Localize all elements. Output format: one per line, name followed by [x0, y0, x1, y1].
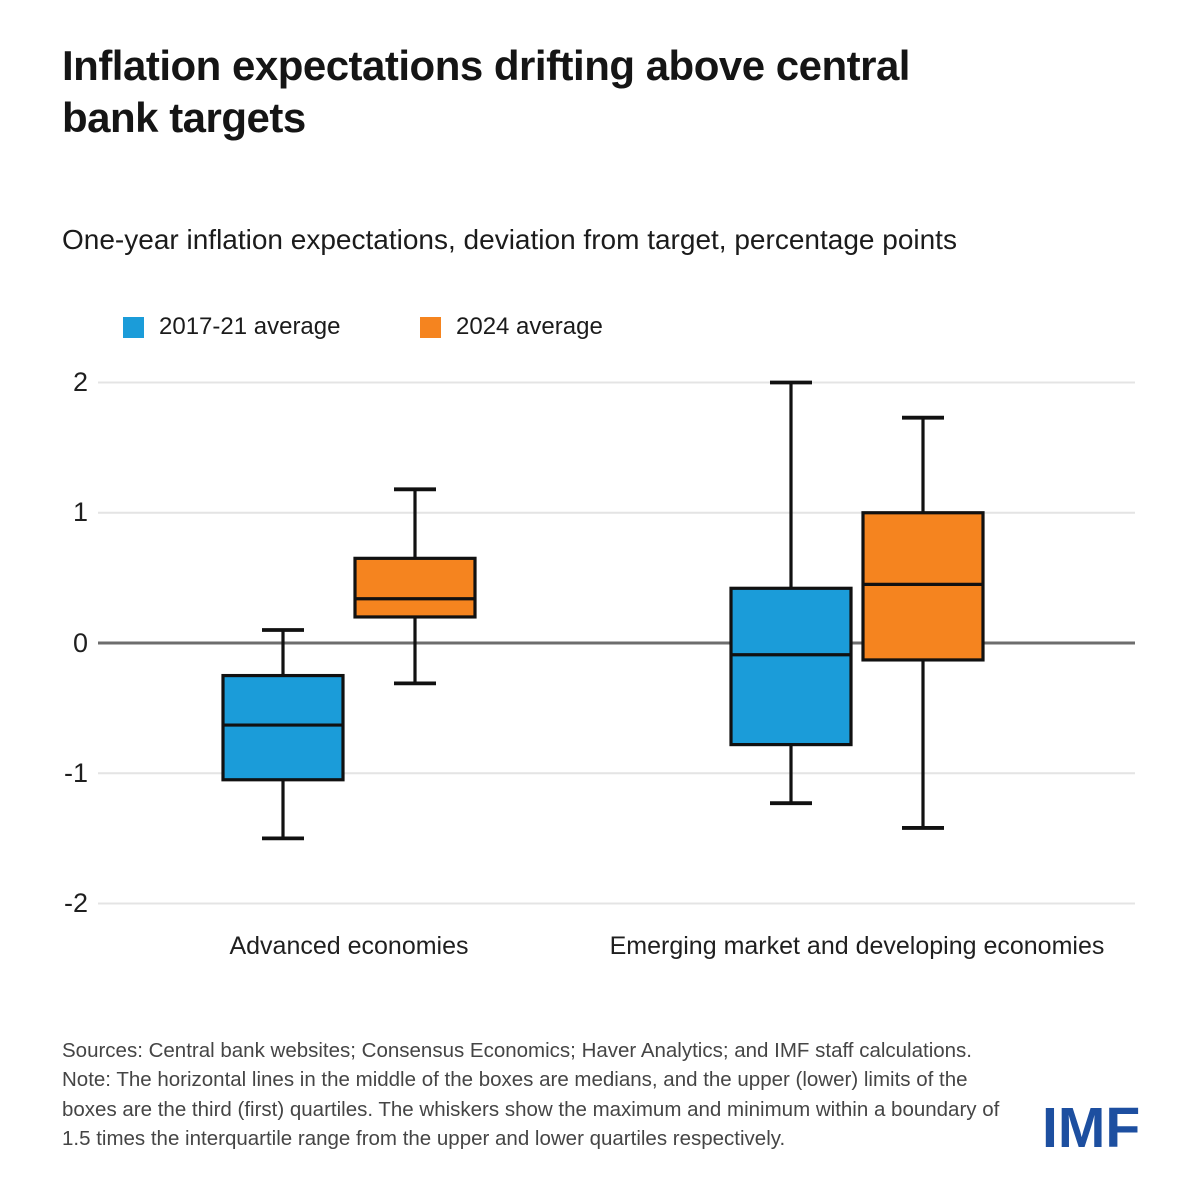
- y-tick-label-2: 2: [72, 367, 88, 397]
- chart-title-line-1: Inflation expectations drifting above ce…: [62, 42, 910, 89]
- footer-sources: Sources: Central bank websites; Consensu…: [62, 1039, 973, 1062]
- chart-title-line-2: bank targets: [62, 94, 306, 141]
- legend-item-2017-21-average: 2017-21 average: [123, 312, 340, 342]
- legend-label-2024-average: 2024 average: [456, 313, 603, 340]
- y-tick-label-1: 1: [72, 497, 88, 527]
- legend-item-2024-average: 2024 average: [420, 312, 603, 342]
- chart-subtitle: One-year inflation expectations, deviati…: [62, 224, 957, 255]
- y-tick-label-0: 0: [72, 628, 88, 658]
- x-axis-label-emerging-market-economies: Emerging market and developing economies: [609, 932, 1105, 960]
- x-axis-label-advanced-economies: Advanced economies: [229, 932, 469, 960]
- imf-logo: IMF: [1042, 1096, 1141, 1160]
- legend-swatch-2024-icon: [420, 316, 441, 338]
- footer-note: Note: The horizontal lines in the middle…: [62, 1068, 1000, 1150]
- y-tick-label-neg-1: -1: [63, 758, 88, 788]
- footer: Sources: Central bank websites; Consensu…: [62, 1036, 1027, 1153]
- y-tick-label-neg-2: -2: [63, 888, 88, 918]
- chart-title: Inflation expectations drifting above ce…: [62, 40, 1112, 144]
- legend-label-2017-21-average: 2017-21 average: [159, 313, 341, 340]
- legend-swatch-2017-21-icon: [123, 316, 144, 338]
